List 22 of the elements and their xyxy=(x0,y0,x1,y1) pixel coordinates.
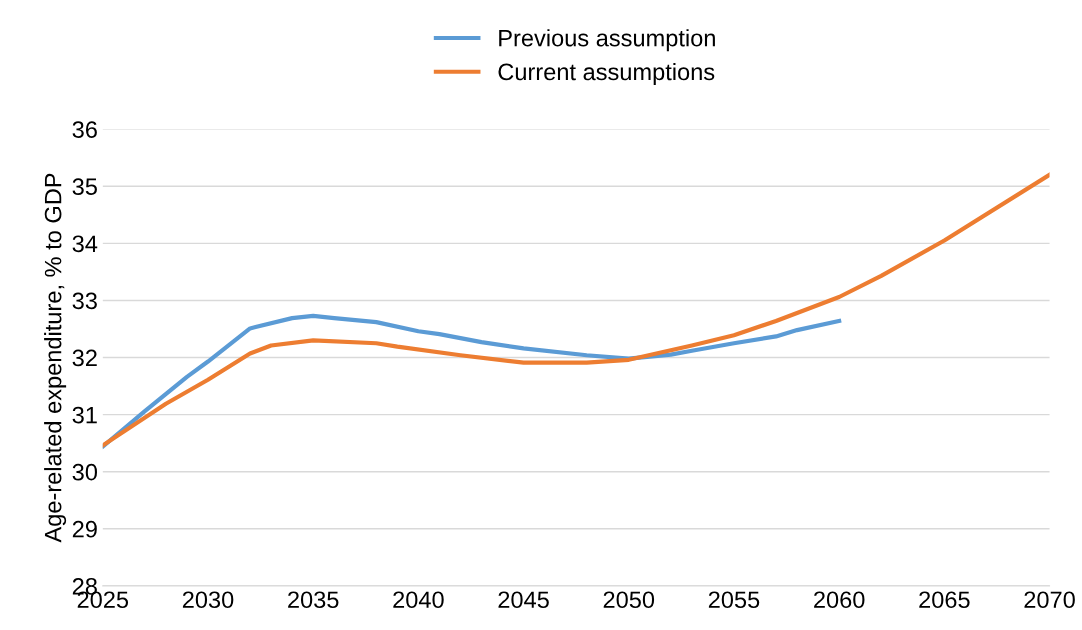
legend-label: Previous assumption xyxy=(499,29,715,52)
x-tick-label: 2040 xyxy=(393,591,444,609)
line-series xyxy=(102,172,1050,448)
y-tick-label: 36 xyxy=(72,121,97,138)
x-tick-label: 2050 xyxy=(603,591,655,609)
x-tick-label: 2070 xyxy=(1024,591,1075,609)
y-tick-label: 29 xyxy=(72,520,97,538)
x-tick-label: 2065 xyxy=(919,591,970,609)
x-tick-label: 2030 xyxy=(182,591,234,609)
y-tick-label: 35 xyxy=(72,178,97,196)
x-tick-label: 2035 xyxy=(288,591,339,609)
x-tick-label: 2055 xyxy=(708,591,760,609)
y-tick-label: 33 xyxy=(72,292,97,310)
x-tick-label: 2045 xyxy=(498,591,549,609)
y-tick-label: 30 xyxy=(72,463,98,481)
y-tick-label: 31 xyxy=(72,406,97,424)
line-series xyxy=(102,313,842,449)
y-tick-label: 34 xyxy=(72,235,98,253)
y-axis-title: Age-related expenditure, % to GDP xyxy=(44,173,67,543)
x-tick-label: 2060 xyxy=(814,591,865,609)
y-tick-label: 32 xyxy=(72,349,97,367)
legend-label: Current assumptions xyxy=(498,62,715,85)
